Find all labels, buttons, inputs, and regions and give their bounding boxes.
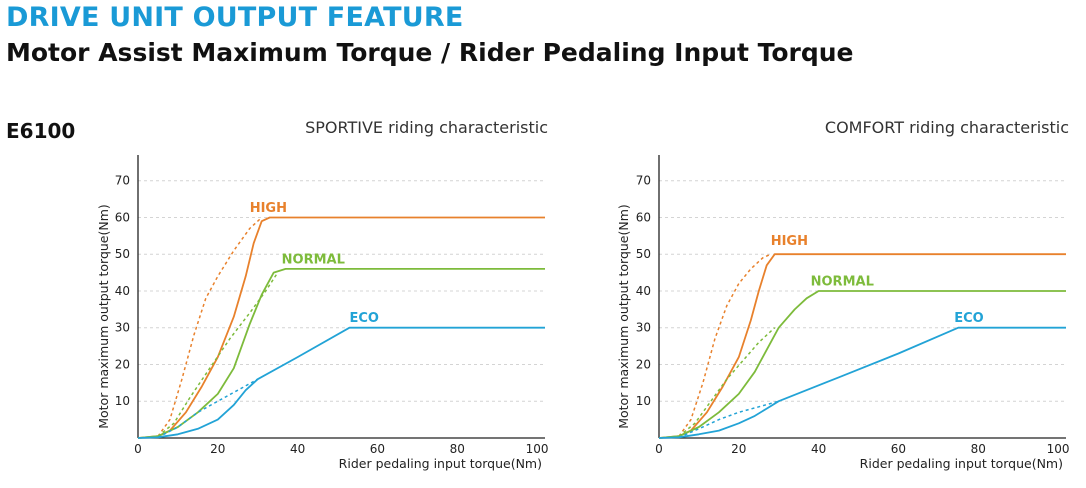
series-line-normal <box>658 290 1066 439</box>
x-tick-label: 20 <box>210 442 225 456</box>
y-tick-label: 50 <box>636 247 651 261</box>
series-line-normal <box>137 267 545 439</box>
header-subtitle: Motor Assist Maximum Torque / Rider Peda… <box>6 38 854 67</box>
series-dashed-high <box>678 253 772 437</box>
series-label-high: HIGH <box>250 201 287 216</box>
y-tick-label: 40 <box>636 284 651 298</box>
x-tick-label: 20 <box>731 442 746 456</box>
series-dashed-eco <box>678 400 779 438</box>
series-label-eco: ECO <box>349 311 378 326</box>
x-tick-label: 0 <box>655 442 663 456</box>
series-dashed-high <box>157 216 263 437</box>
series-dashed-normal <box>157 272 279 437</box>
model-label: E6100 <box>6 119 76 143</box>
series-line-high <box>137 216 545 439</box>
y-tick-label: 10 <box>636 394 651 408</box>
x-tick-label: 100 <box>526 442 549 456</box>
y-tick-label: 70 <box>636 174 651 188</box>
series-dashed-eco <box>157 378 259 438</box>
series-label-high: HIGH <box>771 234 808 249</box>
x-tick-label: 40 <box>811 442 826 456</box>
series-dashed-normal <box>678 327 776 437</box>
x-tick-label: 100 <box>1047 442 1070 456</box>
header-title: DRIVE UNIT OUTPUT FEATURE <box>6 2 464 33</box>
y-tick-label: 60 <box>636 210 651 224</box>
y-axis-label: Motor maximum output torque(Nm) <box>616 204 631 429</box>
series-line-eco <box>658 326 1066 439</box>
sportive-chart: SPORTIVE riding characteristic 10 20 30 40 50… <box>96 118 548 471</box>
y-axis-label: Motor maximum output torque(Nm) <box>96 204 111 429</box>
y-tick-label: 20 <box>115 357 130 371</box>
series-line-high <box>658 253 1066 439</box>
x-tick-label: 0 <box>134 442 142 456</box>
x-axis-label: Rider pedaling input torque(Nm) <box>339 456 542 471</box>
y-tick-label: 30 <box>636 321 651 335</box>
series-label-normal: NORMAL <box>282 252 345 267</box>
y-tick-label: 60 <box>115 210 130 224</box>
y-tick-label: 70 <box>115 174 130 188</box>
series-line-eco <box>137 326 545 439</box>
y-tick-label: 20 <box>636 357 651 371</box>
y-tick-label: 30 <box>115 321 130 335</box>
chart-title: SPORTIVE riding characteristic <box>305 118 548 137</box>
x-tick-label: 80 <box>450 442 465 456</box>
series-label-normal: NORMAL <box>811 274 874 289</box>
series-label-eco: ECO <box>954 311 983 326</box>
x-tick-label: 60 <box>370 442 385 456</box>
y-tick-label: 50 <box>115 247 130 261</box>
chart-title: COMFORT riding characteristic <box>825 118 1069 137</box>
comfort-chart: COMFORT riding characteristic 10 20 30 40 50 6… <box>616 118 1069 471</box>
x-tick-label: 60 <box>891 442 906 456</box>
y-tick-label: 10 <box>115 394 130 408</box>
x-axis-label: Rider pedaling input torque(Nm) <box>860 456 1063 471</box>
y-tick-label: 40 <box>115 284 130 298</box>
x-tick-label: 40 <box>290 442 305 456</box>
x-tick-label: 80 <box>971 442 986 456</box>
